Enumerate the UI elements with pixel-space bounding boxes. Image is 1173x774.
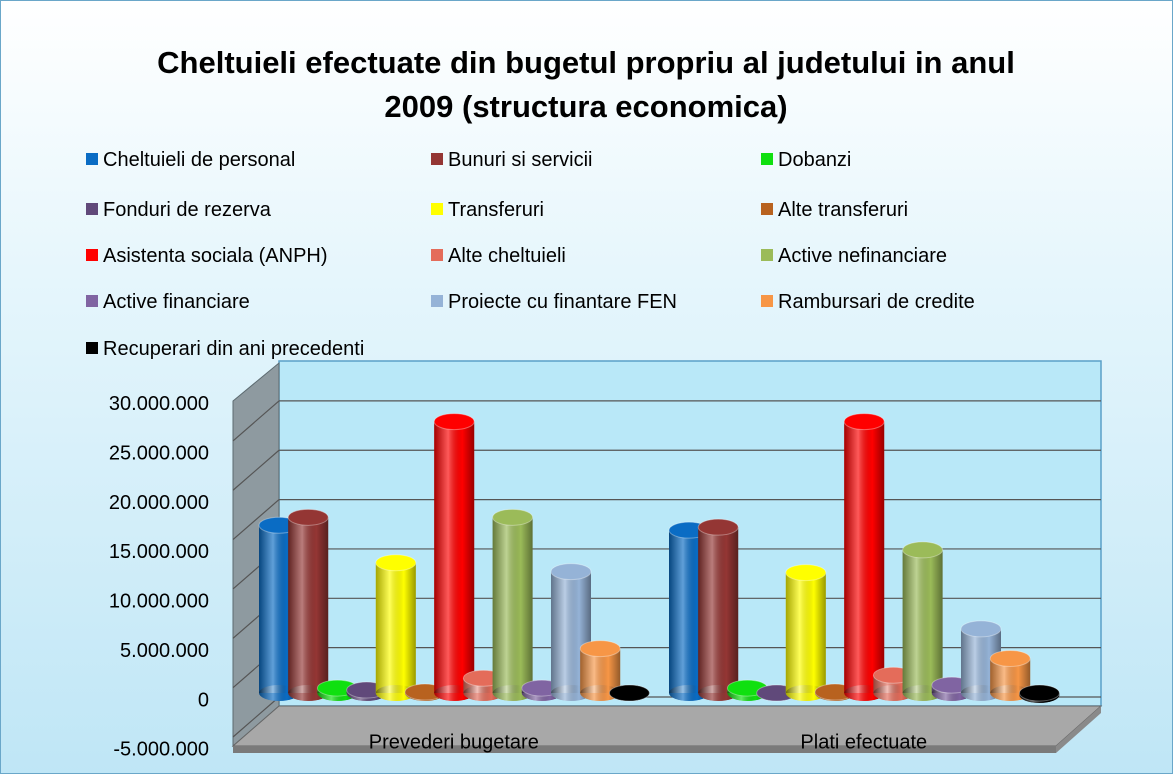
legend-swatch xyxy=(431,295,443,307)
legend-swatch xyxy=(86,295,98,307)
chart-title: Cheltuieli efectuate din bugetul propriu… xyxy=(157,45,1015,124)
legend-swatch xyxy=(761,153,773,165)
legend-item: Proiecte cu finantare FEN xyxy=(431,291,677,314)
bar-shade xyxy=(492,517,533,693)
legend-item: Transferuri xyxy=(431,199,544,222)
bar-top xyxy=(697,518,739,536)
legend-label: Proiecte cu finantare FEN xyxy=(448,291,677,313)
bar xyxy=(492,508,534,701)
bar-top xyxy=(579,640,621,658)
legend-label: Transferuri xyxy=(448,199,544,221)
bar-shade xyxy=(844,421,885,693)
y-tick-label: 20.000.000 xyxy=(109,492,209,514)
x-tick-label: Prevederi bugetare xyxy=(369,731,539,753)
bar xyxy=(1018,684,1060,703)
bar-top xyxy=(287,508,329,526)
bar-shade xyxy=(698,527,739,693)
bar-shade xyxy=(375,562,416,693)
y-tick-label: 15.000.000 xyxy=(109,541,209,563)
legend-swatch xyxy=(431,153,443,165)
bar-top xyxy=(375,554,417,572)
legend-item: Alte transferuri xyxy=(761,199,908,222)
legend-swatch xyxy=(86,342,98,354)
legend-swatch xyxy=(86,153,98,165)
floor xyxy=(231,705,1103,747)
legend-swatch xyxy=(86,249,98,261)
bar-shade xyxy=(288,517,329,693)
legend-item: Cheltuieli de personal xyxy=(86,149,295,172)
bar-top xyxy=(550,563,592,581)
legend-swatch xyxy=(431,249,443,261)
legend-label: Rambursari de credite xyxy=(778,291,975,313)
legend-label: Fonduri de rezerva xyxy=(103,199,271,221)
legend-item: Fonduri de rezerva xyxy=(86,199,271,222)
grid-line-side xyxy=(232,499,280,541)
legend-label: Active financiare xyxy=(103,291,250,313)
legend-label: Bunuri si servicii xyxy=(448,149,593,171)
legend-item: Alte cheltuieli xyxy=(431,245,566,268)
y-tick-label: 25.000.000 xyxy=(109,443,209,465)
bar-top xyxy=(492,508,534,526)
legend-swatch xyxy=(761,249,773,261)
y-tick-label: 30.000.000 xyxy=(109,393,209,415)
legend-label: Alte transferuri xyxy=(778,199,909,221)
y-tick-label: 0 xyxy=(198,689,209,711)
bar xyxy=(375,554,417,701)
bar-top xyxy=(1018,684,1060,702)
bar-top xyxy=(989,649,1031,667)
legend-label: Cheltuieli de personal xyxy=(103,149,296,171)
bar-top xyxy=(902,541,944,559)
bar xyxy=(697,518,739,701)
legend-item: Active financiare xyxy=(86,291,250,314)
grid-line-side xyxy=(232,696,280,738)
legend-swatch xyxy=(431,203,443,215)
bar-shade xyxy=(902,549,943,693)
legend-item: Active nefinanciare xyxy=(761,245,947,268)
floor-front xyxy=(233,746,1056,753)
grid-line-side xyxy=(232,400,280,442)
floor-side xyxy=(1056,706,1101,753)
legend-label: Dobanzi xyxy=(778,149,852,171)
bar xyxy=(608,684,650,702)
legend-label: Active nefinanciare xyxy=(778,245,947,267)
bar-shade xyxy=(785,572,826,693)
bar-top xyxy=(843,413,885,431)
bar xyxy=(433,413,475,701)
legend-swatch xyxy=(761,203,773,215)
x-tick-label: Plati efectuate xyxy=(800,731,927,753)
bar xyxy=(902,541,944,701)
bar-shade xyxy=(434,421,475,693)
y-tick-label: 10.000.000 xyxy=(109,591,209,613)
bar xyxy=(785,564,827,701)
y-tick-label: 5.000.000 xyxy=(120,640,209,662)
bar xyxy=(579,640,621,701)
legend-item: Dobanzi xyxy=(761,149,851,172)
legend-item: Asistenta sociala (ANPH) xyxy=(86,245,328,268)
y-tick-label: -5.000.000 xyxy=(113,739,209,761)
legend-label: Recuperari din ani precedenti xyxy=(103,338,365,360)
bar-top xyxy=(960,620,1002,638)
legend-swatch xyxy=(761,295,773,307)
grid-line-side xyxy=(232,449,280,491)
legend-label: Alte cheltuieli xyxy=(448,245,566,267)
legend-item: Rambursari de credite xyxy=(761,291,975,314)
legend-swatch xyxy=(86,203,98,215)
legend-item: Recuperari din ani precedenti xyxy=(86,338,364,361)
bar xyxy=(989,649,1031,701)
bar xyxy=(287,508,329,701)
bar xyxy=(550,563,592,701)
bar xyxy=(843,413,885,701)
bar-top xyxy=(785,564,827,582)
bar-top xyxy=(608,684,650,702)
legend-item: Bunuri si servicii xyxy=(431,149,592,172)
legend-label: Asistenta sociala (ANPH) xyxy=(103,245,328,267)
bar-top xyxy=(433,413,475,431)
